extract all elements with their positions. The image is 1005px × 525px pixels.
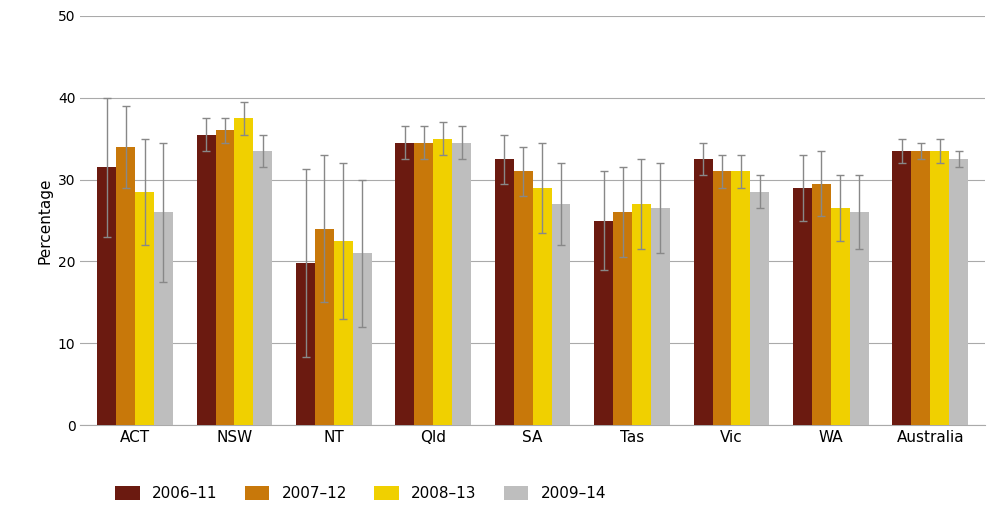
Bar (693, 159, 713, 425)
Bar (651, 208, 669, 425)
Bar (135, 192, 154, 425)
Bar (831, 208, 849, 425)
Bar (533, 188, 552, 425)
Bar (353, 253, 372, 425)
Bar (315, 229, 334, 425)
Bar (97, 167, 117, 425)
Bar (931, 151, 949, 425)
Bar (296, 263, 315, 425)
Bar (117, 147, 135, 425)
Y-axis label: Percentage: Percentage (37, 177, 52, 264)
Bar (751, 192, 769, 425)
Bar (514, 171, 533, 425)
Bar (732, 171, 751, 425)
Bar (594, 220, 613, 425)
Bar (812, 184, 831, 425)
Bar (713, 171, 732, 425)
Bar (892, 151, 912, 425)
Bar (253, 151, 272, 425)
Bar (912, 151, 931, 425)
Bar (216, 130, 234, 425)
Bar (197, 134, 216, 425)
Bar (414, 143, 433, 425)
Bar (849, 212, 868, 425)
Bar (452, 143, 471, 425)
Bar (494, 159, 514, 425)
Bar (632, 204, 651, 425)
Bar (334, 241, 353, 425)
Legend: 2006–11, 2007–12, 2008–13, 2009–14: 2006–11, 2007–12, 2008–13, 2009–14 (116, 486, 606, 501)
Bar (154, 212, 173, 425)
Bar (793, 188, 812, 425)
Bar (552, 204, 571, 425)
Bar (949, 159, 968, 425)
Bar (234, 118, 253, 425)
Bar (613, 212, 632, 425)
Bar (433, 139, 452, 425)
Bar (396, 143, 414, 425)
